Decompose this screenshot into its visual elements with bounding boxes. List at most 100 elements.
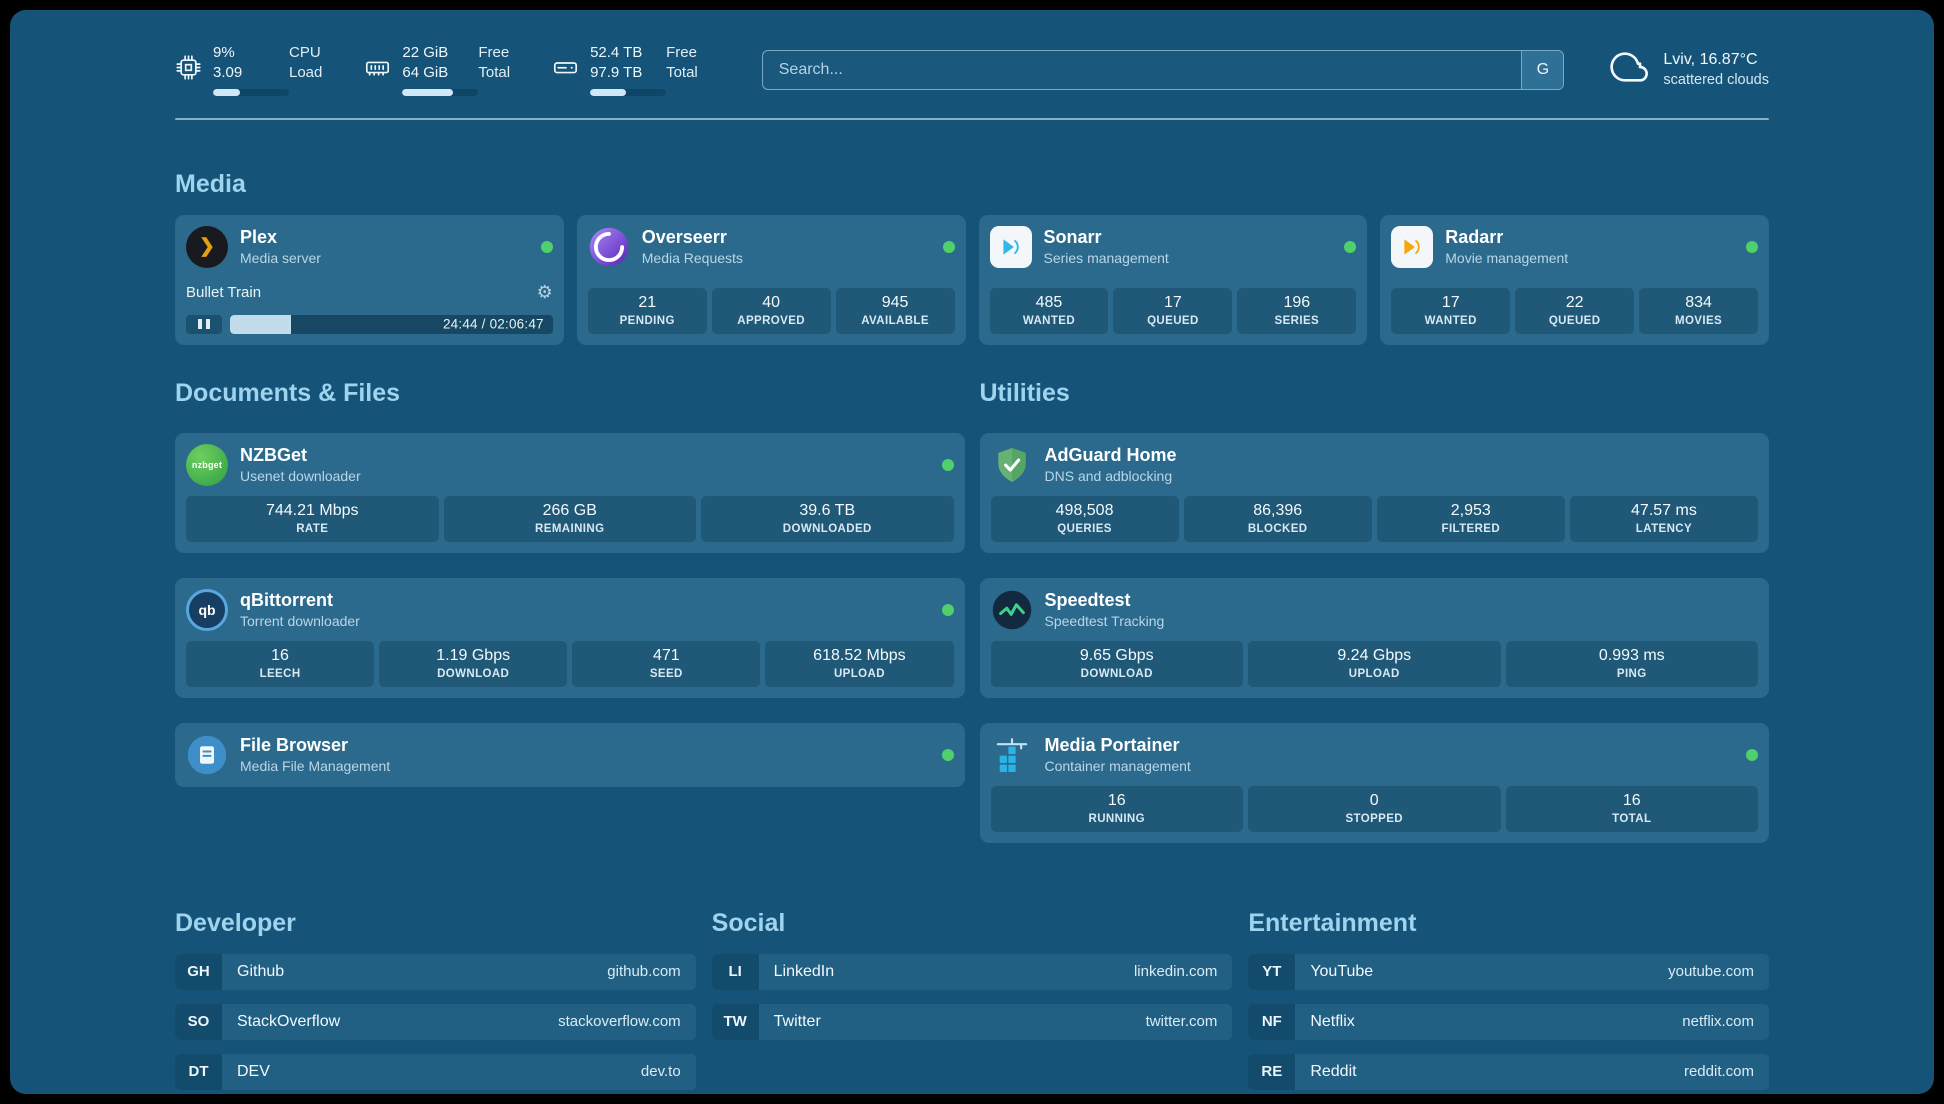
bookmark-twitter[interactable]: TW Twitter twitter.com (711, 1003, 1233, 1040)
settings-gear-icon[interactable]: ⚙ (536, 282, 553, 302)
stat-value: 0 (1369, 792, 1379, 809)
search-engine-button[interactable]: G (1521, 50, 1564, 89)
bookmark-name: LinkedIn (773, 962, 835, 980)
plex-card[interactable]: ❯ Plex Media server Bullet Train ⚙ 24:44… (175, 214, 564, 345)
disk-free-value: 52.4 TB (590, 44, 643, 61)
stat-value: 0.993 ms (1598, 647, 1665, 664)
stat-tile: 9.24 Gbps UPLOAD (1248, 640, 1501, 687)
documents-column: Documents & Files nzbget NZBGet Usenet d… (175, 379, 965, 843)
bookmark-github[interactable]: GH Github github.com (175, 953, 696, 990)
stat-value: 618.52 Mbps (813, 647, 906, 664)
app-subtitle: Media server (240, 250, 321, 267)
stat-value: 17 (1163, 294, 1182, 311)
portainer-card[interactable]: Media Portainer Container management 16 R… (979, 722, 1769, 843)
header: 9% CPU 3.09 Load 22 GiB Free 64 GiB Tota… (175, 10, 1769, 96)
filebrowser-card[interactable]: File Browser Media File Management (175, 722, 965, 787)
bookmark-url: netflix.com (1682, 1013, 1754, 1030)
stat-tile: 744.21 Mbps RATE (186, 495, 439, 542)
bookmark-stackoverflow[interactable]: SO StackOverflow stackoverflow.com (175, 1003, 696, 1040)
section-title-social: Social (711, 908, 786, 937)
playback-time: 24:44 / 02:06:47 (442, 316, 544, 332)
stat-tile: 485 WANTED (989, 287, 1109, 334)
weather-location: Lviv, 16.87°C (1663, 51, 1758, 69)
playback-progress[interactable]: 24:44 / 02:06:47 (230, 314, 553, 334)
adguard-icon (991, 444, 1033, 486)
stat-tile: 86,396 BLOCKED (1183, 495, 1372, 542)
app-subtitle: DNS and adblocking (1044, 468, 1173, 485)
bookmark-abbr: NF (1248, 1003, 1296, 1040)
stat-value: 86,396 (1253, 502, 1303, 519)
status-dot (1746, 240, 1758, 253)
app-name: qBittorrent (240, 589, 333, 610)
stat-value: 945 (881, 294, 909, 311)
dashboard: 9% CPU 3.09 Load 22 GiB Free 64 GiB Tota… (10, 10, 1934, 1094)
stat-value: 47.57 ms (1631, 502, 1697, 519)
app-subtitle: Movie management (1445, 250, 1569, 267)
bookmark-abbr: SO (175, 1003, 222, 1040)
bookmark-youtube[interactable]: YT YouTube youtube.com (1248, 953, 1769, 990)
stat-value: 39.6 TB (799, 502, 856, 519)
stat-value: 17 (1441, 294, 1460, 311)
bookmark-reddit[interactable]: RE Reddit reddit.com (1248, 1053, 1769, 1090)
adguard-card[interactable]: AdGuard Home DNS and adblocking 498,508 Q… (979, 432, 1769, 553)
cpu-usage-label: CPU (289, 44, 321, 61)
stat-tile: 0.993 ms PING (1505, 640, 1758, 687)
memory-total-label: Total (478, 63, 511, 81)
system-widgets: 9% CPU 3.09 Load 22 GiB Free 64 GiB Tota… (175, 44, 698, 96)
status-dot (1344, 240, 1357, 253)
bookmarks: Developer GH Github github.com SO StackO… (175, 909, 1769, 1095)
stat-tile: 16 TOTAL (1505, 785, 1758, 832)
stat-tile: 39.6 TB DOWNLOADED (701, 495, 954, 542)
cpu-widget: 9% CPU 3.09 Load (175, 44, 322, 96)
bookmark-linkedin[interactable]: LI LinkedIn linkedin.com (711, 953, 1233, 990)
memory-progress-bar (402, 88, 479, 96)
app-name: Overseerr (641, 226, 727, 247)
pause-button[interactable] (186, 314, 222, 334)
bookmark-name: Twitter (773, 1012, 821, 1030)
stat-label: UPLOAD (1348, 668, 1400, 680)
sonarr-icon (989, 225, 1032, 268)
bookmark-url: twitter.com (1145, 1013, 1218, 1030)
bookmark-url: linkedin.com (1133, 963, 1218, 980)
stat-label: WANTED (1022, 315, 1076, 327)
stat-label: REMAINING (535, 523, 605, 535)
overseerr-card[interactable]: Overseerr Media Requests 21 PENDING 40 APP… (576, 214, 966, 345)
stat-label: RATE (296, 523, 329, 535)
stat-tile: 618.52 Mbps UPLOAD (765, 640, 954, 687)
nzbget-icon: nzbget (186, 443, 228, 486)
stat-tile: 471 SEED (572, 640, 761, 687)
bookmark-name: StackOverflow (237, 1012, 341, 1030)
bookmark-netflix[interactable]: NF Netflix netflix.com (1248, 1003, 1769, 1040)
bookmark-abbr: YT (1248, 953, 1296, 990)
app-subtitle: Series management (1043, 250, 1169, 267)
bookmark-url: youtube.com (1668, 963, 1754, 980)
app-subtitle: Media Requests (641, 250, 743, 267)
stat-value: 498,508 (1055, 502, 1114, 519)
stat-tile: 945 AVAILABLE (835, 287, 955, 334)
stat-label: STOPPED (1345, 813, 1404, 825)
stat-label: DOWNLOAD (437, 668, 510, 680)
speedtest-card[interactable]: Speedtest Speedtest Tracking 9.65 Gbps DO… (979, 577, 1769, 698)
bookmark-dev[interactable]: DT DEV dev.to (175, 1053, 696, 1090)
cpu-load-label: Load (289, 63, 323, 81)
sonarr-card[interactable]: Sonarr Series management 485 WANTED 17 QUE… (978, 214, 1368, 345)
bookmark-group-entertainment: Entertainment YT YouTube youtube.com NF … (1248, 909, 1769, 1095)
stat-tile: 9.65 Gbps DOWNLOAD (990, 640, 1243, 687)
bookmark-name: DEV (237, 1062, 270, 1080)
memory-free-value: 22 GiB (402, 44, 449, 61)
disk-progress-bar (590, 88, 667, 96)
radarr-card[interactable]: Radarr Movie management 17 WANTED 22 QUEUE… (1380, 214, 1769, 345)
stat-label: AVAILABLE (861, 315, 929, 327)
nzbget-card[interactable]: nzbget NZBGet Usenet downloader 744.21 M… (175, 432, 965, 553)
stat-value: 2,953 (1450, 502, 1491, 519)
stat-tile: 834 MOVIES (1639, 287, 1759, 334)
media-grid: ❯ Plex Media server Bullet Train ⚙ 24:44… (175, 214, 1769, 345)
qbittorrent-card[interactable]: qb qBittorrent Torrent downloader 16 LEEC… (175, 577, 965, 698)
app-name: Speedtest (1044, 589, 1131, 610)
radarr-icon (1391, 225, 1434, 268)
search-input[interactable] (761, 49, 1565, 90)
qbittorrent-icon: qb (186, 588, 228, 631)
stat-value: 196 (1283, 294, 1311, 311)
app-name: Plex (240, 226, 278, 247)
bookmark-abbr: GH (175, 953, 222, 990)
